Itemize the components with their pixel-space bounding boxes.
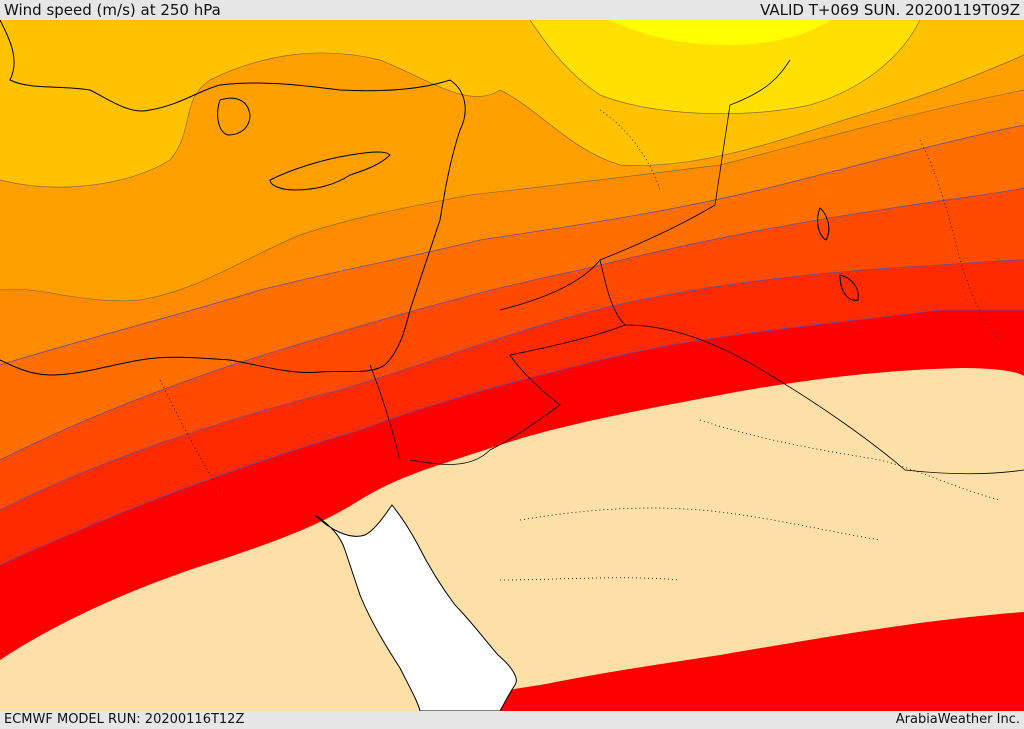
- wind-speed-map[interactable]: [0, 20, 1024, 711]
- country-borders: [369, 59, 1024, 475]
- band-south: [440, 612, 1024, 711]
- valid-time: VALID T+069 SUN. 20200119T09Z: [760, 1, 1020, 19]
- province-borders: [159, 109, 1001, 581]
- footer-bar: ECMWF MODEL RUN: 20200116T12Z ArabiaWeat…: [0, 711, 1024, 729]
- map-title: Wind speed (m/s) at 250 hPa: [4, 1, 221, 19]
- header-bar: Wind speed (m/s) at 250 hPa VALID T+069 …: [0, 0, 1024, 20]
- contour-lines-light: [0, 20, 1024, 302]
- red-sea: [314, 504, 517, 711]
- contour-lines: [0, 124, 1024, 566]
- model-run: ECMWF MODEL RUN: 20200116T12Z: [4, 712, 245, 727]
- band-yellow-core: [530, 20, 920, 114]
- credit-label: ArabiaWeather Inc.: [895, 712, 1020, 727]
- band-yellow-max: [610, 20, 830, 45]
- coastlines: [0, 20, 859, 376]
- map-canvas: [0, 20, 1024, 711]
- calm-region-south: [0, 368, 1024, 711]
